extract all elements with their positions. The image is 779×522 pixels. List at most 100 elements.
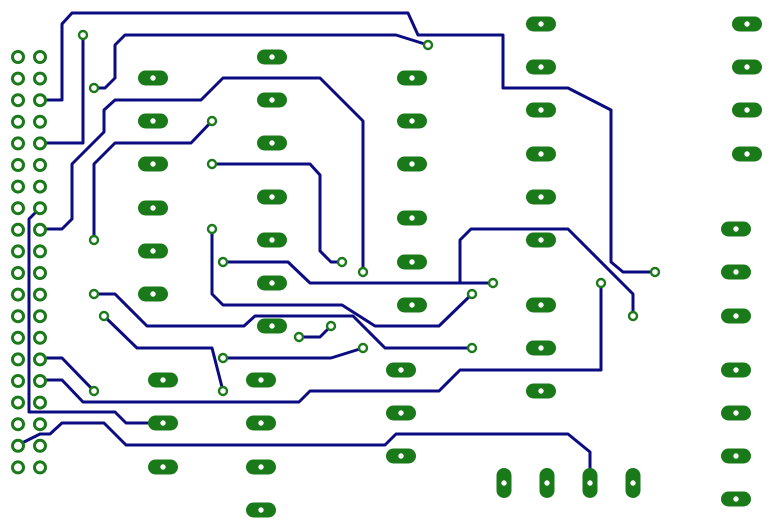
via [217, 256, 229, 268]
drill-hole [408, 160, 416, 168]
drill-hole [257, 376, 265, 384]
drill-hole [537, 63, 545, 71]
drill-hole [159, 376, 167, 384]
drill-hole [537, 193, 545, 201]
ring-pad [33, 136, 47, 151]
drill-hole [408, 258, 416, 266]
via [357, 266, 369, 278]
via [217, 385, 229, 397]
ring-pad [11, 438, 25, 453]
drill-hole [268, 193, 276, 201]
ring-pad [11, 71, 25, 86]
drill-hole [629, 479, 637, 487]
ring-pad [33, 266, 47, 280]
via [206, 158, 218, 170]
via [466, 288, 478, 300]
ring-pad [11, 352, 25, 367]
trace [458, 227, 635, 318]
drill-hole [159, 419, 167, 427]
drill-hole [408, 117, 416, 125]
trace [102, 314, 225, 393]
ring-pad [11, 287, 25, 302]
via [206, 223, 218, 235]
drill-hole [268, 96, 276, 104]
drill-hole [732, 312, 740, 320]
drill-hole [537, 301, 545, 309]
ring-pad [11, 93, 25, 108]
drill-hole [743, 106, 751, 114]
drill-hole [257, 419, 265, 427]
via [336, 256, 348, 268]
drill-hole [537, 20, 545, 28]
drill-hole [732, 268, 740, 276]
via [88, 288, 100, 300]
ring-pad [33, 222, 47, 237]
ring-pad [11, 201, 25, 216]
ring-pad [11, 417, 25, 432]
via [649, 266, 661, 278]
ring-pad [33, 374, 47, 388]
drill-hole [500, 479, 508, 487]
ring-pad [11, 395, 25, 410]
drill-hole [159, 463, 167, 471]
drill-hole [537, 236, 545, 244]
via [293, 331, 305, 343]
trace [221, 346, 365, 360]
drill-hole [149, 290, 157, 298]
ring-pad [11, 114, 25, 129]
trace [221, 260, 495, 285]
via [77, 29, 89, 41]
ring-pad [11, 50, 25, 64]
via [206, 115, 218, 127]
ring-pad [33, 71, 47, 86]
drill-hole [149, 204, 157, 212]
drill-hole [537, 387, 545, 395]
ring-pad [33, 114, 47, 129]
trace [92, 292, 474, 350]
drill-hole [268, 279, 276, 287]
drill-hole [732, 452, 740, 460]
trace [38, 356, 96, 393]
drill-hole [149, 74, 157, 82]
drill-hole [537, 344, 545, 352]
ring-pad [11, 244, 25, 259]
drill-hole [268, 236, 276, 244]
ring-pad [33, 330, 47, 345]
trace [210, 162, 344, 264]
trace [92, 33, 430, 90]
via [422, 39, 434, 51]
trace [210, 227, 474, 328]
drill-hole [732, 225, 740, 233]
ring-pad [11, 330, 25, 345]
drill-hole [537, 150, 545, 158]
ring-pad [33, 287, 47, 302]
drill-hole [257, 463, 265, 471]
ring-pad [33, 460, 47, 475]
ring-pad [33, 201, 47, 216]
drill-hole [268, 53, 276, 61]
via [88, 234, 100, 246]
ring-pad [11, 136, 25, 151]
drill-hole [408, 301, 416, 309]
trace [27, 206, 165, 425]
pads [11, 16, 762, 518]
drill-hole [268, 322, 276, 330]
drill-hole [543, 479, 551, 487]
drill-hole [149, 247, 157, 255]
ring-pad [33, 158, 47, 172]
trace [92, 119, 214, 242]
trace [38, 33, 85, 145]
drill-hole [397, 409, 405, 417]
via [627, 310, 639, 322]
ring-pad [11, 158, 25, 172]
ring-pad [33, 417, 47, 432]
drill-hole [408, 214, 416, 222]
ring-pad [11, 179, 25, 194]
ring-pad [11, 266, 25, 280]
trace [38, 11, 657, 274]
ring-pad [33, 395, 47, 410]
drill-hole [743, 20, 751, 28]
drill-hole [268, 139, 276, 147]
ring-pad [33, 438, 47, 453]
